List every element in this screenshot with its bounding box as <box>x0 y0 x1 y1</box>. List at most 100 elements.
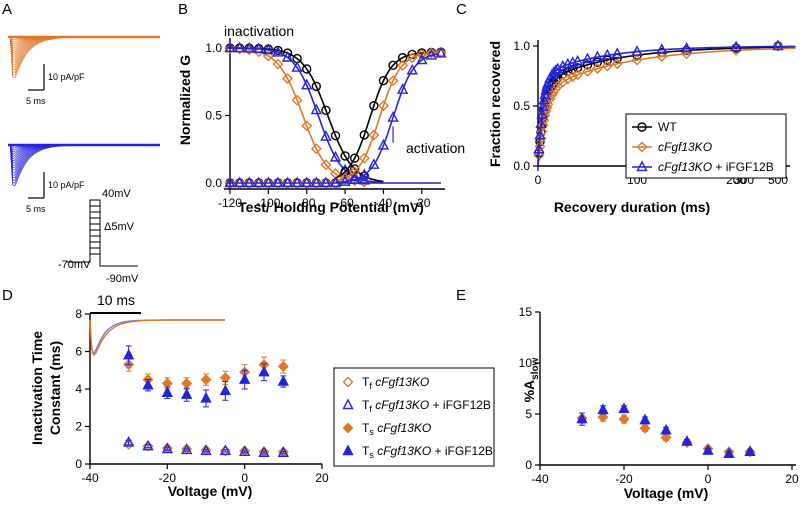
tau-point <box>200 444 212 456</box>
activation-point <box>406 63 418 75</box>
legend-entry: Tf cFgf13KO <box>362 375 429 391</box>
inset-current-trace <box>89 319 225 354</box>
inactivation-point <box>320 130 332 141</box>
protocol-top: 40mV <box>102 188 131 200</box>
tau-point <box>219 372 231 384</box>
activation-point <box>369 101 379 111</box>
inactivation-point <box>253 42 265 54</box>
activation-label: activation <box>406 140 465 156</box>
activation-point <box>425 48 438 60</box>
panel-b-plot: 0.0 0.5 1.0 -120 -100 -80 -60 -40 -20 <box>205 38 447 210</box>
panel-b-ytick-label: 0.5 <box>205 109 222 123</box>
activation-point <box>377 138 390 150</box>
recovery-point <box>592 57 603 67</box>
activation-point <box>262 176 275 188</box>
aslow-point <box>576 412 588 424</box>
panel-d-ytick-label: 2 <box>75 420 82 434</box>
recovery-point <box>611 47 623 59</box>
panel-d-ylabel-line2: Constant (ms) <box>47 341 63 435</box>
panel-b-axes <box>224 38 445 190</box>
legend-part: + iFGF12B <box>429 398 491 412</box>
panel-c-ylabel: Fraction recovered <box>487 41 503 167</box>
scalebar-bottom-current: 10 pA/pF <box>48 180 85 190</box>
inactivation-point <box>330 130 341 141</box>
activation-point <box>358 152 370 164</box>
activation-point <box>368 129 380 141</box>
panel-b-xtick-label: -120 <box>218 196 242 210</box>
inactivation-point <box>320 159 332 171</box>
aslow-point <box>681 435 693 446</box>
panel-e-axes <box>539 312 796 466</box>
tau-point <box>200 374 212 386</box>
panel-e-xlabel: Voltage (mV) <box>624 485 709 501</box>
activation-point <box>320 176 332 188</box>
inactivation-point <box>291 61 303 72</box>
activation-point <box>310 177 322 189</box>
panel-e-xtick-label: 0 <box>705 472 712 486</box>
recovery-point <box>772 39 784 51</box>
inactivation-point <box>234 43 246 55</box>
activation-point <box>349 166 361 178</box>
panel-c-legend-box <box>625 113 787 179</box>
inactivation-point <box>262 43 275 55</box>
panel-d-xtick-label: 20 <box>315 471 329 485</box>
tau-point <box>258 446 270 457</box>
panel-e-xtick-label: -20 <box>615 472 633 486</box>
panel-d-xtick-label: -40 <box>81 471 99 485</box>
recovery-point <box>535 117 547 129</box>
legend-marker <box>342 422 354 434</box>
panel-e-ytick-label: 5 <box>525 407 532 421</box>
recovery-point <box>536 108 548 119</box>
tau-point <box>277 361 289 372</box>
activation-point <box>368 158 380 169</box>
recovery-point <box>601 48 613 60</box>
legend-marker <box>342 376 354 388</box>
inactivation-label: inactivation <box>224 23 294 39</box>
recovery-point <box>601 60 613 72</box>
protocol-steps <box>66 199 138 267</box>
scalebar-bottom-time: 5 ms <box>26 204 46 214</box>
legend-part: cFgf13KO <box>375 375 429 389</box>
recovery-point <box>533 142 545 154</box>
legend-entry: WT <box>658 120 677 134</box>
tau-point <box>239 373 251 384</box>
tau-point <box>277 446 289 457</box>
legend-text: WT <box>658 120 677 134</box>
tau-point <box>161 442 173 454</box>
recovery-point <box>548 66 560 77</box>
activation-point <box>416 53 428 65</box>
panel-label-a: A <box>2 1 12 18</box>
recovery-point <box>537 100 549 111</box>
activation-point <box>224 176 236 188</box>
activation-point <box>377 100 389 112</box>
activation-point <box>320 177 332 189</box>
tau-point <box>219 444 231 456</box>
activation-point <box>387 111 399 122</box>
panel-b-xtick-label: -40 <box>375 196 393 210</box>
activation-point <box>378 76 389 86</box>
inactivation-point <box>233 41 246 53</box>
activation-point <box>416 48 428 60</box>
legend-entry: Ts cFgf13KO <box>362 421 431 437</box>
inactivation-point <box>301 78 313 90</box>
inactivation-point <box>281 51 294 62</box>
panel-c-ytick-label: 0.0 <box>513 159 530 173</box>
recovery-point <box>557 76 569 88</box>
panel-d-ytick-label: 8 <box>75 307 82 321</box>
panel-c-ytick-label: 0.5 <box>513 99 530 113</box>
activation-point <box>282 177 294 189</box>
recovery-point <box>591 50 604 62</box>
legend-part: s <box>369 450 374 460</box>
activation-fit-curve <box>335 51 438 182</box>
aslow-point <box>597 411 609 423</box>
legend-entry: cFgf13KO + iFGF12B <box>658 160 774 174</box>
activation-point <box>310 176 322 188</box>
legend-entry: Tf cFgf13KO + iFGF12B <box>362 398 491 414</box>
panel-b-ytick-label: 0.0 <box>205 176 222 190</box>
tau-point <box>181 388 193 399</box>
panel-e-ytick-label: 0 <box>525 458 532 472</box>
tau-point <box>142 439 154 451</box>
recovery-point <box>582 65 594 77</box>
recovery-point <box>656 50 668 62</box>
